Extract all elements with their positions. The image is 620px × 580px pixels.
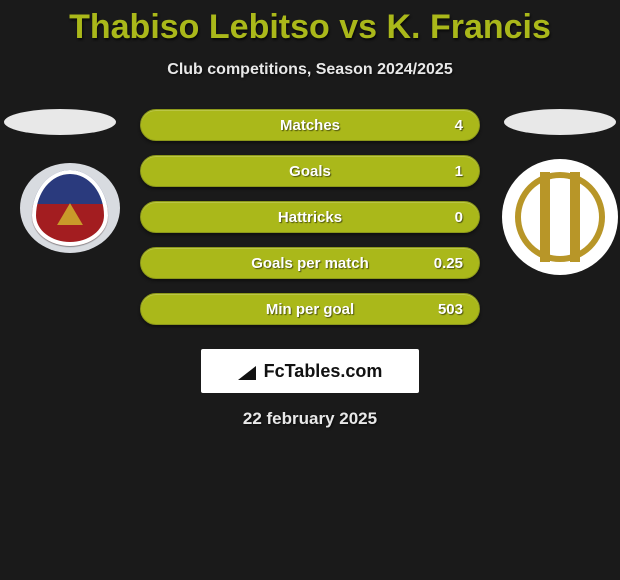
date-text: 22 february 2025 bbox=[0, 409, 620, 429]
page-title: Thabiso Lebitso vs K. Francis bbox=[0, 0, 620, 47]
stats-list: Matches 4 Goals 1 Hattricks 0 Goals per … bbox=[140, 109, 480, 325]
stat-row: Hattricks 0 bbox=[140, 201, 480, 233]
player-left-avatar-placeholder bbox=[4, 109, 116, 135]
chart-icon bbox=[238, 362, 260, 380]
brand-text: FcTables.com bbox=[264, 361, 383, 382]
stat-value-right: 1 bbox=[413, 163, 463, 180]
player-right-avatar-placeholder bbox=[504, 109, 616, 135]
stat-value-right: 0.25 bbox=[413, 255, 463, 272]
stat-row: Goals per match 0.25 bbox=[140, 247, 480, 279]
stat-row: Min per goal 503 bbox=[140, 293, 480, 325]
stat-value-right: 0 bbox=[413, 209, 463, 226]
stat-row: Matches 4 bbox=[140, 109, 480, 141]
stat-label: Min per goal bbox=[207, 301, 413, 318]
subtitle: Club competitions, Season 2024/2025 bbox=[0, 61, 620, 79]
stat-label: Hattricks bbox=[207, 209, 413, 226]
stat-value-right: 4 bbox=[413, 117, 463, 134]
stat-label: Goals per match bbox=[207, 255, 413, 272]
brand-badge: FcTables.com bbox=[201, 349, 419, 393]
stat-label: Matches bbox=[207, 117, 413, 134]
stat-label: Goals bbox=[207, 163, 413, 180]
club-logo-left bbox=[20, 163, 120, 253]
club-logo-right bbox=[502, 159, 618, 275]
stat-value-right: 503 bbox=[413, 301, 463, 318]
comparison-area: Matches 4 Goals 1 Hattricks 0 Goals per … bbox=[0, 109, 620, 429]
stat-row: Goals 1 bbox=[140, 155, 480, 187]
